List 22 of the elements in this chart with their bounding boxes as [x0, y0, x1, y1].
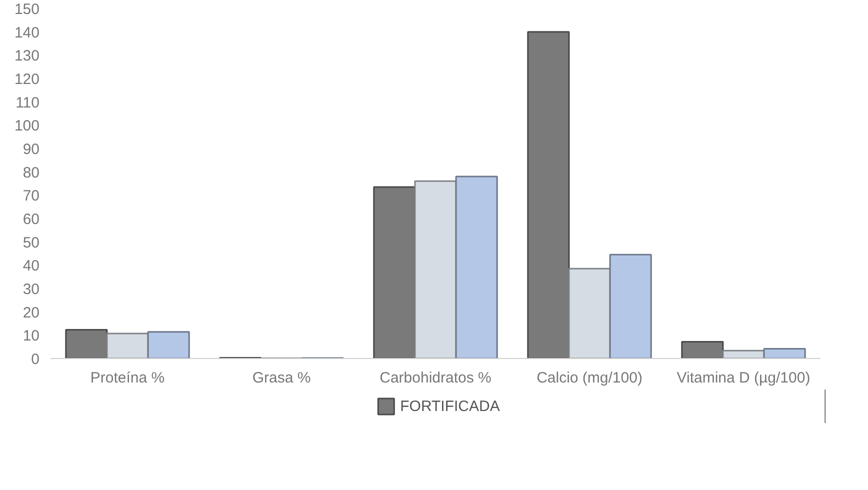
y-tick-label: 130 — [14, 48, 40, 65]
y-tick-label: 50 — [22, 234, 40, 252]
y-tick-label: 20 — [22, 304, 40, 322]
x-tick-label: Proteína % — [90, 370, 165, 386]
y-tick-label: 80 — [22, 164, 40, 182]
x-tick-label: Vitamina D (µg/100) — [676, 370, 810, 386]
y-tick-label: 110 — [16, 94, 40, 112]
y-tick-label: 90 — [22, 141, 40, 158]
y-tick-label: 100 — [14, 118, 40, 135]
x-tick-label: Calcio (mg/100) — [536, 370, 642, 386]
y-tick-label: 40 — [22, 258, 40, 275]
legend-label: FORTIFICADA — [400, 398, 500, 414]
x-tick-label: Grasa % — [252, 370, 311, 386]
y-tick-label: 70 — [22, 188, 40, 205]
y-tick-label: 150 — [14, 1, 40, 18]
y-tick-label: 30 — [22, 281, 40, 298]
y-tick-label: 140 — [14, 24, 40, 42]
y-tick-label: 120 — [14, 71, 40, 88]
x-tick-label: Carbohidratos % — [380, 370, 492, 386]
y-tick-label: 60 — [22, 211, 40, 228]
y-tick-label: 10 — [22, 328, 40, 345]
y-tick-label: 0 — [31, 351, 40, 368]
